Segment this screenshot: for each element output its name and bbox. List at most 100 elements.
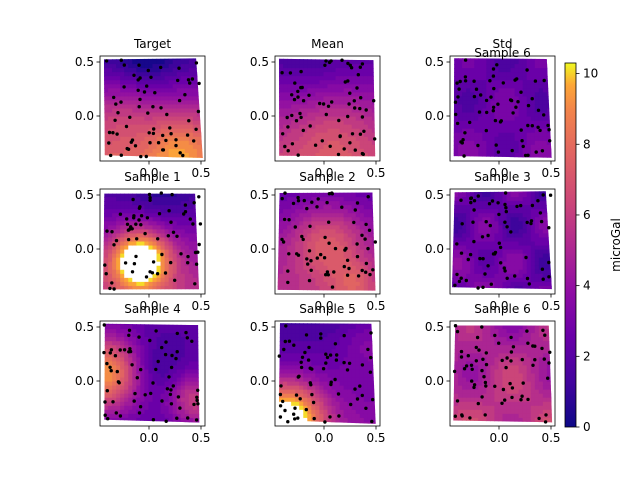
data-point — [540, 149, 545, 153]
data-point — [293, 225, 297, 229]
data-point — [137, 335, 141, 339]
data-point — [470, 379, 474, 383]
data-point — [480, 325, 484, 329]
data-point — [367, 228, 372, 232]
data-point — [489, 282, 493, 286]
data-point — [324, 112, 328, 117]
scatter-points — [280, 58, 377, 157]
data-point — [358, 132, 363, 136]
colorbar-tick-label: 6 — [583, 208, 591, 222]
data-point — [173, 278, 177, 282]
y-tick-label: 0.0 — [250, 109, 269, 123]
data-point — [298, 397, 302, 401]
data-point — [278, 415, 283, 419]
data-point — [170, 353, 174, 358]
data-point — [174, 138, 178, 142]
data-point — [167, 375, 171, 379]
data-point — [464, 278, 468, 283]
data-point — [195, 395, 199, 399]
data-point — [311, 400, 316, 405]
data-point — [455, 272, 459, 277]
data-point — [148, 196, 152, 200]
data-point — [493, 333, 497, 338]
data-point — [160, 399, 164, 403]
data-point — [516, 100, 520, 104]
data-point — [198, 222, 203, 226]
data-point — [359, 96, 363, 100]
data-point — [296, 195, 300, 200]
x-tick-label: 0.5 — [541, 431, 560, 445]
data-point — [159, 191, 163, 195]
data-point — [188, 81, 192, 85]
data-point — [309, 268, 313, 272]
data-point — [455, 121, 460, 126]
data-point — [280, 196, 284, 201]
data-point — [280, 237, 284, 242]
data-point — [320, 139, 324, 143]
data-point — [476, 143, 480, 148]
data-point — [475, 335, 480, 340]
data-point — [513, 78, 517, 82]
panel-4: 0.5 0.0 0.0 0.5 — [75, 188, 211, 313]
data-point — [484, 384, 488, 388]
data-point — [192, 402, 196, 407]
data-point — [186, 78, 191, 82]
data-point — [493, 118, 498, 123]
data-point — [286, 149, 290, 153]
data-point — [533, 344, 537, 348]
data-point — [519, 128, 523, 132]
data-point — [455, 329, 460, 334]
data-point — [500, 401, 504, 405]
data-point — [143, 393, 147, 397]
contour-field — [277, 192, 376, 291]
data-point — [116, 111, 120, 115]
colorbar-tick-label: 2 — [583, 349, 591, 363]
data-point — [454, 112, 458, 117]
data-point — [148, 338, 152, 343]
data-point — [371, 397, 375, 402]
panel-1: 0.5 0.0 0.0 0.5 — [75, 55, 211, 180]
data-point — [503, 398, 507, 402]
data-point — [137, 206, 142, 210]
data-point — [364, 261, 369, 266]
data-point — [139, 223, 143, 227]
data-point — [280, 71, 284, 75]
data-point — [152, 127, 156, 131]
data-point — [125, 222, 130, 226]
data-point — [536, 125, 540, 129]
data-point — [287, 218, 291, 222]
data-point — [175, 331, 179, 336]
data-point — [169, 388, 173, 392]
data-point — [187, 119, 191, 123]
data-point — [122, 348, 127, 352]
data-point — [472, 239, 476, 244]
data-point — [373, 240, 377, 244]
data-point — [302, 198, 306, 203]
data-point — [148, 141, 152, 145]
data-point — [315, 205, 319, 209]
data-point — [102, 323, 107, 327]
data-point — [489, 95, 493, 99]
data-point — [126, 228, 131, 232]
data-point — [114, 411, 119, 415]
data-point — [342, 264, 346, 269]
data-point — [487, 202, 492, 206]
data-point — [520, 394, 524, 398]
data-point — [485, 110, 489, 115]
data-point — [155, 272, 160, 276]
data-point — [282, 347, 286, 352]
data-point — [185, 133, 190, 137]
data-point — [188, 217, 192, 221]
data-point — [476, 401, 480, 406]
data-point — [322, 256, 327, 260]
data-point — [151, 260, 156, 264]
x-tick-label: 0.0 — [489, 299, 508, 313]
data-point — [358, 106, 362, 111]
data-point — [360, 115, 365, 119]
x-tick-label: 0.5 — [541, 299, 560, 313]
data-point — [540, 346, 544, 351]
data-point — [348, 91, 352, 95]
data-point — [292, 97, 297, 102]
data-point — [119, 58, 124, 62]
data-point — [325, 270, 330, 274]
